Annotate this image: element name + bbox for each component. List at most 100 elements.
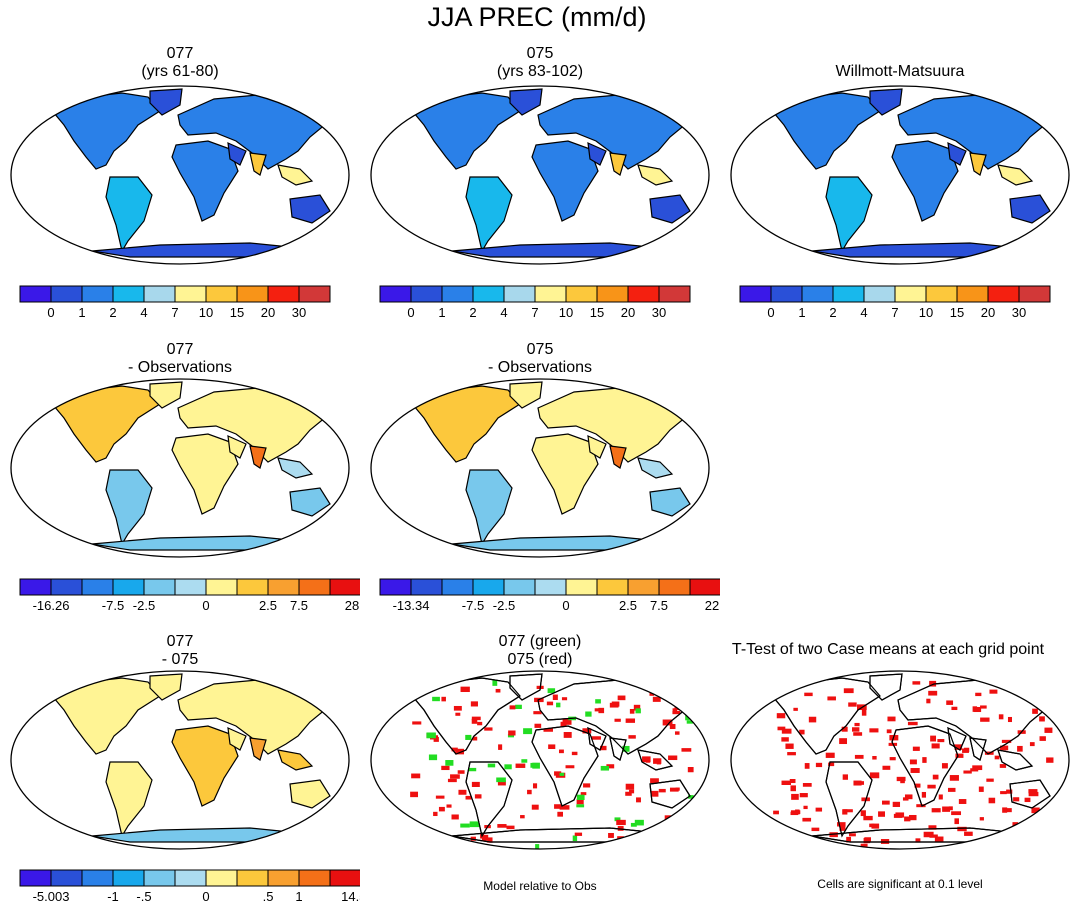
- significant-cell: [441, 834, 447, 840]
- colorbar-tick-label: .5: [263, 889, 274, 904]
- significant-cell: [1018, 842, 1028, 846]
- significant-cell: [1002, 808, 1012, 813]
- significant-cell: [509, 705, 516, 710]
- panel-title-line2: - 075: [161, 651, 199, 668]
- colorbar-tick-label: 2: [109, 305, 116, 320]
- colorbar-tick-label: 20: [981, 305, 995, 320]
- colorbar-swatch: [627, 285, 660, 303]
- colorbar-tick-label: -7.5: [462, 598, 484, 613]
- colorbar-swatch: [50, 578, 83, 596]
- colorbar-swatch: [267, 869, 300, 887]
- continent-arabia: [227, 142, 247, 166]
- significant-cell: [504, 764, 512, 770]
- colorbar-tick-label: 1: [295, 889, 302, 904]
- continent-samerica: [105, 176, 153, 253]
- significant-cell: [1047, 688, 1054, 693]
- significant-cell: [455, 748, 465, 755]
- significant-cell: [937, 739, 945, 743]
- panel-title-line2: (yrs 61-80): [141, 63, 219, 80]
- significant-cell: [871, 823, 880, 829]
- colorbar-tick-label: 30: [1012, 305, 1026, 320]
- significant-cell: [929, 680, 937, 687]
- significant-cell: [1013, 797, 1020, 802]
- significant-cell: [445, 760, 454, 766]
- continent-namerica: [413, 385, 521, 463]
- significant-cell: [642, 756, 651, 763]
- significant-cell: [591, 736, 601, 740]
- significant-cell: [670, 687, 678, 692]
- significant-cell: [451, 814, 459, 820]
- colorbar-swatch: [832, 285, 865, 303]
- significant-cell: [598, 707, 605, 714]
- significant-cell: [447, 778, 457, 783]
- map-frame: [370, 670, 710, 850]
- significant-cell: [815, 762, 823, 768]
- continent-namerica: [773, 677, 881, 755]
- panel-title-line2: - Observations: [127, 359, 233, 376]
- colorbar-tick-label: 10: [559, 305, 573, 320]
- continent-greenland: [869, 88, 903, 116]
- significant-cell: [497, 824, 507, 828]
- significant-cell: [904, 816, 911, 822]
- note-model-vs-obs: Model relative to Obs: [483, 879, 597, 893]
- significant-cell: [781, 780, 792, 785]
- significant-cell: [629, 708, 635, 714]
- colorbar-tick-label: -16.26: [33, 598, 70, 613]
- colorbar-tick-label: 2.5: [259, 598, 277, 613]
- map-panel-ttest: [730, 670, 1070, 850]
- continent-samerica: [825, 176, 873, 253]
- colorbar-swatch: [441, 285, 474, 303]
- significant-cell: [980, 705, 987, 709]
- continent-africa: [531, 725, 599, 807]
- significant-cell: [487, 837, 493, 843]
- continent-namerica: [773, 92, 881, 170]
- significant-cell: [1039, 716, 1045, 722]
- significant-cell: [860, 810, 866, 817]
- significant-cell: [534, 723, 542, 728]
- significant-cell: [927, 784, 936, 789]
- significant-cell: [477, 721, 483, 726]
- colorbar-swatch: [863, 285, 896, 303]
- significant-cell: [687, 767, 694, 773]
- significant-cell: [616, 819, 626, 826]
- colorbar-tick-label: -2.5: [133, 598, 155, 613]
- significant-cell: [949, 775, 959, 781]
- panel-title-077: 077 (yrs 61-80): [60, 45, 300, 81]
- panel-title-line1: 077: [166, 341, 194, 358]
- significant-cell: [931, 808, 941, 813]
- significant-cell: [790, 785, 796, 792]
- continent-india: [609, 152, 627, 176]
- colorbar-swatch: [565, 285, 598, 303]
- continent-samerica: [465, 469, 513, 546]
- panel-title-line1: 077 (green): [498, 633, 582, 650]
- significant-cell: [785, 743, 794, 749]
- significant-cell: [842, 774, 848, 780]
- significant-cell: [825, 752, 835, 758]
- significant-cell: [625, 791, 632, 796]
- significant-cell: [921, 791, 927, 798]
- colorbar-swatch: [50, 285, 83, 303]
- significant-cell: [861, 709, 867, 716]
- colorbar-swatch: [81, 285, 114, 303]
- significant-cell: [980, 717, 990, 722]
- colorbar-swatch: [329, 869, 360, 887]
- significant-cell: [951, 706, 958, 711]
- colorbar-swatch: [472, 285, 505, 303]
- continent-samerica: [105, 469, 153, 546]
- significant-cell: [585, 711, 592, 717]
- colorbar-swatch: [770, 285, 803, 303]
- significant-cell: [441, 765, 450, 771]
- continent-australia: [649, 487, 691, 517]
- significant-cell: [999, 764, 1007, 768]
- significant-cell: [527, 789, 532, 795]
- significant-cell: [628, 735, 636, 739]
- significant-cell: [498, 744, 503, 750]
- continent-arabia: [587, 142, 607, 166]
- colorbar-tick-label: 4: [140, 305, 147, 320]
- colorbar-tick-label: -5.003: [33, 889, 70, 904]
- significant-cell: [557, 811, 563, 817]
- colorbar-077: 0 1 2 4 7 10 15 20 30: [19, 285, 331, 320]
- significant-cell: [915, 838, 921, 843]
- colorbar-tick-label: 0: [47, 305, 54, 320]
- significant-cell: [653, 758, 662, 764]
